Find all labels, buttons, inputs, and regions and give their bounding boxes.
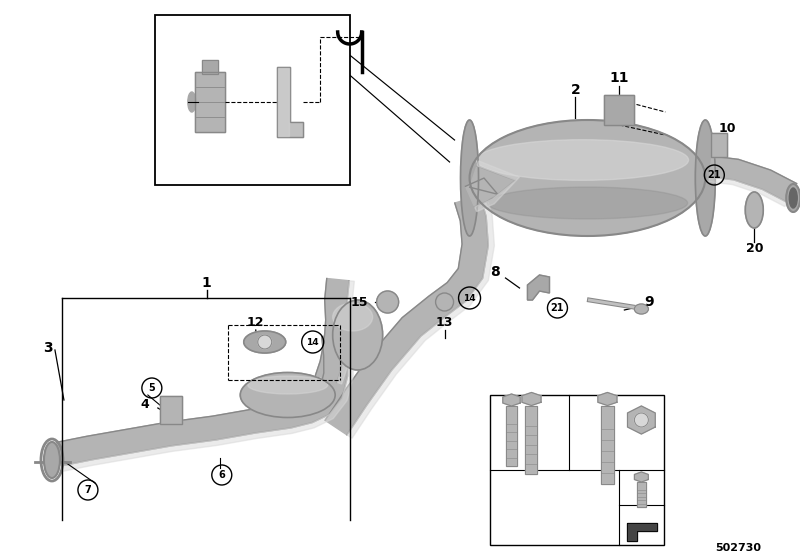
Polygon shape <box>337 281 354 384</box>
Polygon shape <box>315 278 349 382</box>
Bar <box>195 72 225 132</box>
Ellipse shape <box>461 120 478 236</box>
Text: 2: 2 <box>570 83 580 97</box>
Bar <box>202 60 218 74</box>
Ellipse shape <box>790 188 798 208</box>
Text: 12: 12 <box>247 315 265 329</box>
Polygon shape <box>627 523 658 541</box>
Ellipse shape <box>634 304 648 314</box>
Text: 10: 10 <box>718 122 736 134</box>
Polygon shape <box>277 67 302 137</box>
Text: 6: 6 <box>218 470 225 480</box>
Bar <box>160 396 182 424</box>
Polygon shape <box>605 95 634 125</box>
Bar <box>160 396 182 424</box>
Polygon shape <box>347 194 494 438</box>
Text: 21: 21 <box>619 438 634 448</box>
Bar <box>601 405 614 483</box>
Bar <box>637 482 646 507</box>
Bar <box>202 60 218 74</box>
Text: 15: 15 <box>351 296 369 309</box>
Bar <box>711 133 727 157</box>
Polygon shape <box>474 161 519 212</box>
Ellipse shape <box>695 120 715 236</box>
Ellipse shape <box>435 293 454 311</box>
Bar <box>711 133 727 157</box>
Ellipse shape <box>487 187 688 219</box>
Text: 8: 8 <box>490 265 499 279</box>
Ellipse shape <box>240 372 335 418</box>
Ellipse shape <box>333 300 382 370</box>
Text: 18: 18 <box>171 97 185 107</box>
Text: 502730: 502730 <box>715 543 762 553</box>
Text: 14: 14 <box>492 468 507 478</box>
Bar <box>490 395 664 545</box>
Text: 1: 1 <box>202 276 212 290</box>
Bar <box>526 405 538 474</box>
Text: 21: 21 <box>550 303 564 313</box>
Circle shape <box>634 413 648 427</box>
Text: 18: 18 <box>492 398 507 408</box>
Text: 11: 11 <box>610 71 629 85</box>
Text: 21: 21 <box>707 170 721 180</box>
Bar <box>506 406 517 466</box>
Ellipse shape <box>476 139 689 180</box>
Polygon shape <box>527 275 550 300</box>
Bar <box>526 405 538 474</box>
Polygon shape <box>710 156 797 202</box>
Ellipse shape <box>244 331 286 353</box>
Ellipse shape <box>188 92 196 112</box>
Ellipse shape <box>746 192 763 228</box>
Text: 20: 20 <box>746 241 763 254</box>
Text: 6: 6 <box>622 400 630 410</box>
Text: 14: 14 <box>306 338 319 347</box>
Text: 5: 5 <box>622 470 630 480</box>
Text: 19: 19 <box>269 152 286 165</box>
Text: 7: 7 <box>85 485 91 495</box>
Polygon shape <box>522 393 541 405</box>
Ellipse shape <box>470 120 706 236</box>
Ellipse shape <box>377 291 398 313</box>
Polygon shape <box>503 394 520 406</box>
Bar <box>155 15 350 185</box>
Text: 7: 7 <box>570 468 578 478</box>
Bar <box>278 68 289 136</box>
Text: 14: 14 <box>463 293 476 302</box>
Polygon shape <box>598 393 617 405</box>
Bar <box>601 405 614 483</box>
Polygon shape <box>634 472 648 482</box>
Text: 5: 5 <box>149 383 155 393</box>
Ellipse shape <box>248 376 328 394</box>
Ellipse shape <box>258 335 272 349</box>
Ellipse shape <box>333 303 373 331</box>
Polygon shape <box>627 406 655 434</box>
Text: 13: 13 <box>436 315 454 329</box>
Polygon shape <box>466 166 515 207</box>
Ellipse shape <box>44 442 60 478</box>
Text: 16: 16 <box>191 152 209 165</box>
Polygon shape <box>325 195 488 435</box>
Bar <box>506 406 517 466</box>
Polygon shape <box>709 177 787 207</box>
Text: 3: 3 <box>43 341 53 355</box>
Ellipse shape <box>786 184 800 212</box>
Bar <box>637 482 646 507</box>
Text: 17: 17 <box>320 18 339 32</box>
Text: 4: 4 <box>141 398 150 410</box>
Text: 9: 9 <box>645 295 654 309</box>
Bar <box>195 72 225 132</box>
Polygon shape <box>62 334 354 472</box>
Polygon shape <box>57 334 348 466</box>
